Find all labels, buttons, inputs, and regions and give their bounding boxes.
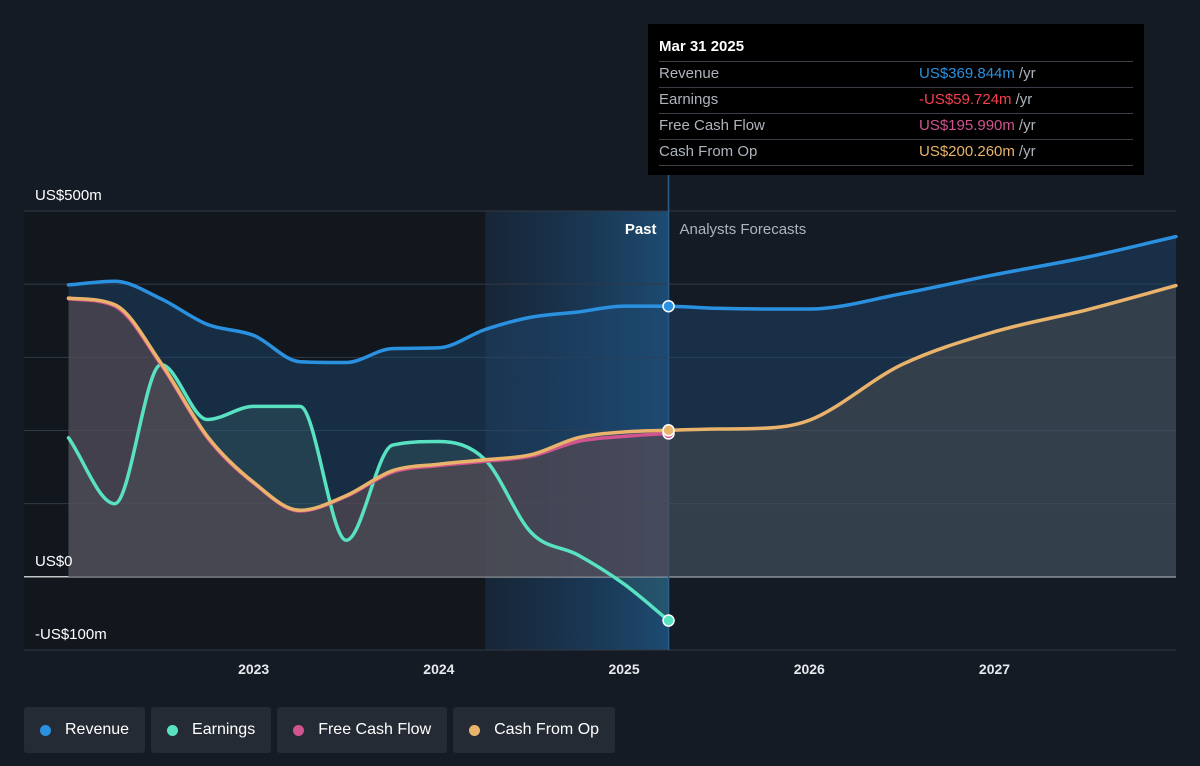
cash-from-op-line [66, 283, 1178, 513]
tooltip-unit: /yr [1018, 65, 1036, 82]
tooltip-series-name: Revenue [659, 65, 720, 82]
legend-item-earnings[interactable]: Earnings [151, 707, 272, 753]
earnings-line [66, 362, 671, 623]
series-lines [66, 234, 1178, 623]
hover-markers [662, 299, 675, 627]
legend-dot-icon [293, 724, 305, 736]
legend-dot-icon [40, 724, 51, 736]
tooltip-unit: /yr [1018, 117, 1036, 134]
cash-from-op-marker [662, 424, 675, 437]
legend-label: Free Cash Flow [318, 721, 432, 738]
past-label: Past [625, 221, 657, 238]
earnings-area [68, 364, 669, 621]
legend-label: Cash From Op [494, 721, 600, 738]
earnings-marker [662, 614, 675, 627]
tooltip-date: Mar 31 2025 [659, 38, 745, 55]
legend-label: Revenue [65, 721, 130, 738]
gridlines [24, 175, 1176, 651]
legend-label: Earnings [192, 721, 256, 738]
x-tick-label: 2024 [423, 661, 454, 677]
tooltip-series-name: Earnings [659, 91, 719, 108]
tooltip-unit: /yr [1018, 143, 1036, 160]
tooltip-series-value: US$195.990m [919, 117, 1015, 134]
hover-tooltip: Mar 31 2025 Revenue US$369.844m/yr Earning… [648, 24, 1144, 175]
tooltip-series-value: US$200.260m [919, 143, 1015, 160]
legend-item-free-cash-flow[interactable]: Free Cash Flow [277, 707, 448, 753]
revenue-line [66, 234, 1178, 365]
axis-labels: US$500m US$0 -US$100m 2023 2024 2025 2026 2027 P… [35, 187, 1010, 677]
tooltip-row: Earnings -US$59.724m/yr [659, 87, 1133, 113]
legend-dot-icon [167, 724, 179, 736]
cash-from-op-area [68, 285, 1176, 577]
tooltip-row: Cash From Op US$200.260m/yr [659, 139, 1133, 166]
tooltip-row: Free Cash Flow US$195.990m/yr [659, 113, 1133, 139]
legend-dot-icon [469, 724, 481, 736]
legend: Revenue Earnings Free Cash Flow Cash From O… [24, 707, 616, 753]
series-areas [68, 236, 1176, 621]
revenue-marker [662, 299, 675, 313]
tooltip-series-value: US$369.844m [919, 65, 1015, 82]
x-tick-label: 2027 [979, 661, 1010, 677]
tooltip-row: Revenue US$369.844m/yr [659, 61, 1133, 87]
tooltip-unit: /yr [1015, 91, 1033, 108]
y-tick-label: -US$100m [35, 626, 107, 643]
x-tick-label: 2025 [608, 661, 639, 677]
y-tick-label: US$500m [35, 187, 102, 204]
free-cash-flow-area [68, 298, 669, 577]
tooltip-series-value: -US$59.724m [919, 91, 1012, 108]
tooltip-series-name: Cash From Op [659, 143, 758, 160]
legend-item-cash-from-op[interactable]: Cash From Op [453, 707, 616, 753]
tooltip-series-name: Free Cash Flow [659, 117, 765, 134]
y-tick-label: US$0 [35, 553, 73, 570]
x-tick-label: 2026 [794, 661, 825, 677]
forecast-label: Analysts Forecasts [680, 221, 807, 238]
revenue-area [68, 236, 1176, 577]
legend-item-revenue[interactable]: Revenue [24, 707, 146, 753]
x-tick-label: 2023 [238, 661, 269, 677]
